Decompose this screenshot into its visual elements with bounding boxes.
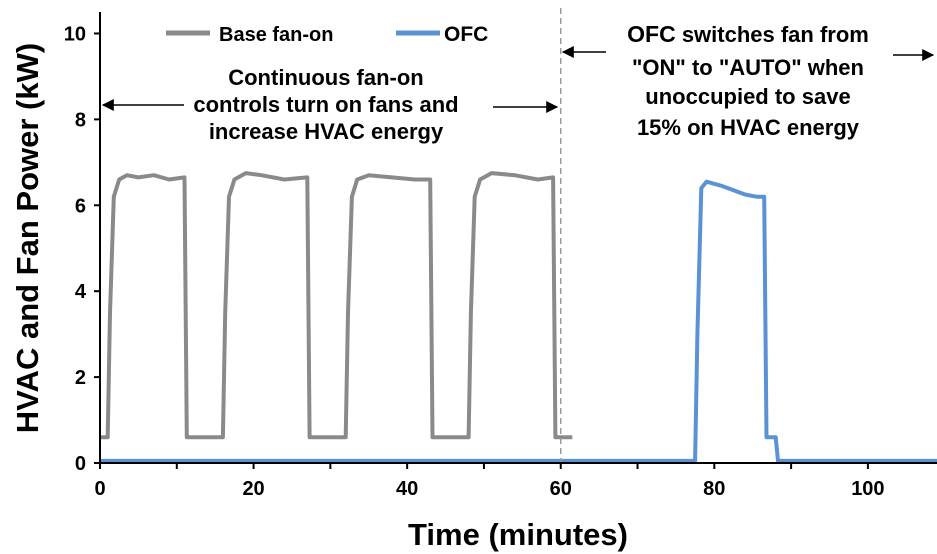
y-tick-label: 8 — [75, 109, 86, 131]
x-tick-label: 80 — [703, 478, 725, 500]
legend-label-ofc: OFC — [444, 23, 488, 46]
series-line-base-fan-on — [100, 171, 573, 440]
x-tick-label: 100 — [851, 478, 884, 500]
y-tick-label: 10 — [64, 23, 86, 45]
annotation-right-line-3: unoccupied to save — [645, 84, 850, 109]
y-ticks: 0 2 4 6 8 10 — [64, 23, 100, 475]
legend: Base fan-on OFC — [166, 23, 488, 46]
annotation-right: OFC switches fan from "ON" to "AUTO" whe… — [561, 21, 935, 140]
y-tick-label: 2 — [75, 367, 86, 389]
annotation-right-line-2: "ON" to "AUTO" when — [632, 55, 864, 80]
axes: 0 2 4 6 8 10 0 20 40 60 80 100 — [64, 12, 937, 500]
x-tick-label: 20 — [242, 478, 264, 500]
x-tick-label: 40 — [396, 478, 418, 500]
annotation-right-line-1-rest: switches fan from — [676, 22, 869, 47]
y-tick-label: 4 — [75, 281, 87, 303]
plot-lines — [100, 171, 937, 463]
x-ticks: 0 20 40 60 80 100 — [94, 463, 885, 500]
series-line-ofc — [100, 179, 937, 463]
y-tick-label: 6 — [75, 195, 86, 217]
annotation-right-line-1: OFC switches fan from — [627, 21, 869, 47]
x-tick-label: 60 — [550, 478, 572, 500]
y-tick-label: 0 — [75, 453, 86, 475]
legend-label-base: Base fan-on — [219, 24, 333, 46]
annotation-ofc-word: OFC — [627, 21, 676, 47]
annotation-left-line-2: controls turn on fans and — [193, 92, 458, 117]
x-axis-label: Time (minutes) — [408, 517, 628, 552]
x-tick-label: 0 — [94, 478, 105, 500]
y-axis-label: HVAC and Fan Power (kW) — [10, 43, 45, 433]
annotation-left: Continuous fan-on controls turn on fans … — [101, 65, 559, 144]
annotation-left-line-1: Continuous fan-on — [228, 65, 424, 90]
annotation-right-line-4: 15% on HVAC energy — [637, 115, 860, 140]
annotation-left-line-3: increase HVAC energy — [209, 119, 444, 144]
